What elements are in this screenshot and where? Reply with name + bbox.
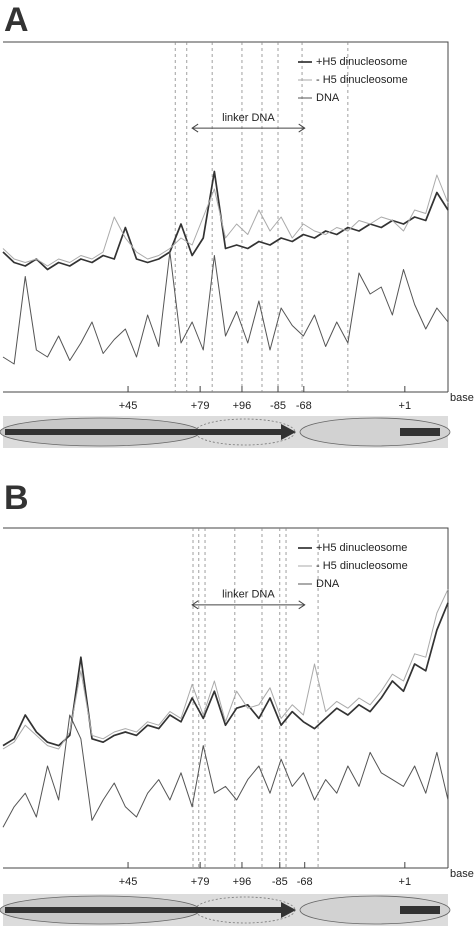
trace	[2, 251, 449, 365]
trace	[2, 588, 449, 750]
x-tick-label: -68	[296, 400, 312, 412]
x-tick-label: +1	[399, 400, 412, 412]
panel-label: A	[4, 1, 29, 39]
x-tick-label: -68	[297, 876, 313, 888]
legend-label: DNA	[316, 578, 340, 590]
frame	[3, 41, 449, 392]
legend-label: +H5 dinucleosome	[316, 542, 407, 554]
x-tick-label: +1	[399, 876, 412, 888]
x-axis-label: base	[450, 392, 474, 404]
x-axis-label: base	[450, 868, 474, 880]
x-tick-label: +96	[233, 876, 252, 888]
x-tick-label: +79	[191, 400, 210, 412]
x-tick-label: +45	[119, 400, 138, 412]
trace	[2, 714, 449, 828]
schematic-b	[0, 894, 451, 926]
legend-label: +H5 dinucleosome	[316, 56, 407, 68]
x-tick-label: -85	[272, 876, 288, 888]
legend-label: - H5 dinucleosome	[316, 74, 408, 86]
arrow-head	[191, 600, 306, 610]
legend-label: DNA	[316, 92, 340, 104]
arrow-head	[191, 123, 306, 133]
x-tick-label: +45	[119, 876, 138, 888]
x-tick-label: -85	[270, 400, 286, 412]
frame	[3, 527, 449, 868]
x-tick-label: +96	[233, 400, 252, 412]
annotation-label: linker DNA	[222, 589, 275, 601]
schematic-a	[0, 416, 451, 448]
x-tick-label: +79	[191, 876, 210, 888]
panel-label: B	[4, 479, 29, 517]
annotation-label: linker DNA	[222, 112, 275, 124]
trace	[2, 170, 449, 271]
legend-label: - H5 dinucleosome	[316, 560, 408, 572]
trace	[2, 602, 449, 747]
trace	[2, 174, 449, 267]
